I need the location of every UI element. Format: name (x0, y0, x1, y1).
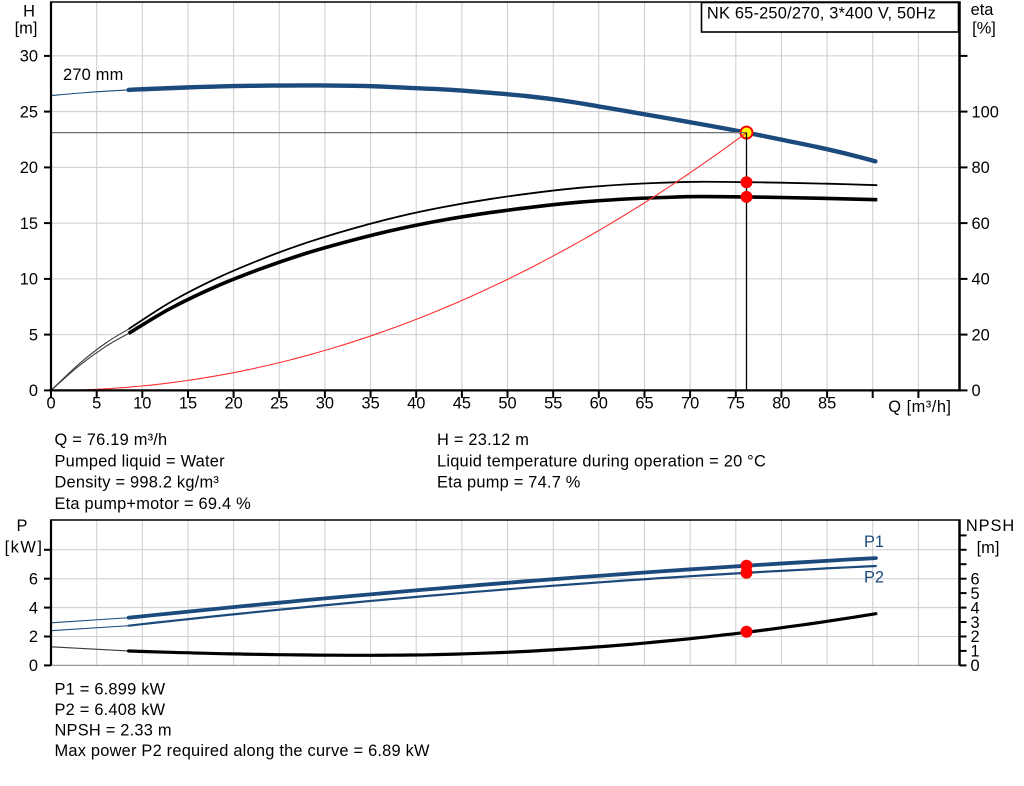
svg-text:NPSH = 2.33 m: NPSH = 2.33 m (55, 722, 172, 740)
svg-text:5: 5 (92, 395, 101, 413)
svg-text:30: 30 (20, 48, 38, 66)
svg-text:1: 1 (971, 643, 980, 661)
svg-text:60: 60 (972, 215, 990, 233)
svg-text:45: 45 (453, 395, 471, 413)
svg-text:H: H (23, 3, 35, 21)
svg-text:0: 0 (972, 382, 981, 400)
svg-text:10: 10 (20, 271, 38, 289)
svg-text:5: 5 (971, 585, 980, 603)
svg-text:55: 55 (544, 395, 562, 413)
svg-text:P2 = 6.408 kW: P2 = 6.408 kW (55, 701, 166, 719)
svg-text:eta: eta (971, 1, 995, 19)
svg-text:Q [m³/h]: Q [m³/h] (888, 398, 951, 416)
svg-text:20: 20 (224, 395, 242, 413)
svg-text:0: 0 (46, 395, 55, 413)
svg-text:25: 25 (270, 395, 288, 413)
svg-text:100: 100 (972, 103, 999, 121)
svg-text:3: 3 (971, 614, 980, 632)
svg-text:60: 60 (590, 395, 608, 413)
svg-text:Pumped liquid = Water: Pumped liquid = Water (55, 452, 226, 470)
svg-text:35: 35 (361, 395, 379, 413)
svg-text:70: 70 (681, 395, 699, 413)
svg-text:20: 20 (972, 326, 990, 344)
svg-text:[kW]: [kW] (5, 539, 44, 557)
svg-text:80: 80 (772, 395, 790, 413)
svg-text:80: 80 (972, 159, 990, 177)
svg-text:Eta pump = 74.7 %: Eta pump = 74.7 % (437, 474, 581, 492)
svg-text:[%]: [%] (972, 20, 996, 38)
svg-text:20: 20 (20, 159, 38, 177)
svg-text:Liquid temperature during oper: Liquid temperature during operation = 20… (437, 452, 766, 470)
svg-text:85: 85 (818, 395, 836, 413)
svg-text:50: 50 (498, 395, 516, 413)
svg-text:6: 6 (29, 570, 38, 588)
svg-text:P1 = 6.899 kW: P1 = 6.899 kW (55, 681, 166, 699)
svg-text:75: 75 (727, 395, 745, 413)
svg-text:40: 40 (972, 271, 990, 289)
svg-text:H = 23.12 m: H = 23.12 m (437, 431, 529, 449)
svg-text:2: 2 (971, 628, 980, 646)
svg-text:NK 65-250/270, 3*400 V, 50Hz: NK 65-250/270, 3*400 V, 50Hz (707, 5, 936, 23)
svg-text:NPSH: NPSH (966, 517, 1015, 535)
svg-text:0: 0 (29, 382, 38, 400)
svg-text:[m]: [m] (15, 20, 38, 38)
svg-text:4: 4 (971, 599, 980, 617)
svg-text:Eta pump+motor = 69.4 %: Eta pump+motor = 69.4 % (55, 495, 251, 513)
svg-text:15: 15 (179, 395, 197, 413)
svg-text:Max power P2 required along th: Max power P2 required along the curve = … (55, 742, 431, 760)
svg-text:P1: P1 (864, 533, 884, 551)
svg-text:10: 10 (133, 395, 151, 413)
svg-text:P: P (17, 517, 28, 535)
svg-text:0: 0 (971, 657, 980, 675)
svg-text:Q = 76.19 m³/h: Q = 76.19 m³/h (55, 431, 168, 449)
svg-text:25: 25 (20, 103, 38, 121)
svg-text:270 mm: 270 mm (63, 66, 124, 84)
svg-text:2: 2 (29, 628, 38, 646)
svg-text:[m]: [m] (977, 539, 1000, 557)
svg-text:65: 65 (635, 395, 653, 413)
svg-text:P2: P2 (864, 569, 884, 587)
svg-text:5: 5 (29, 326, 38, 344)
svg-text:Density = 998.2 kg/m³: Density = 998.2 kg/m³ (55, 474, 220, 492)
svg-text:40: 40 (407, 395, 425, 413)
svg-text:0: 0 (29, 657, 38, 675)
svg-text:15: 15 (20, 215, 38, 233)
svg-text:4: 4 (29, 599, 38, 617)
svg-text:6: 6 (971, 570, 980, 588)
svg-text:30: 30 (316, 395, 334, 413)
